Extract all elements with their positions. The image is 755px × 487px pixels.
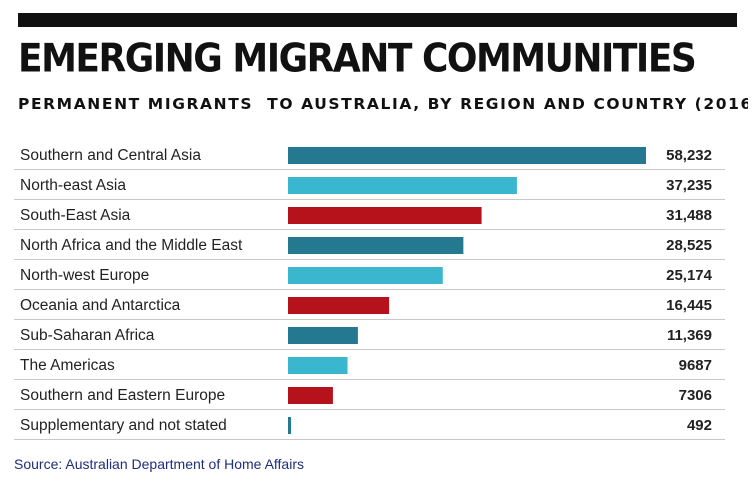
bar	[288, 177, 517, 194]
value-label: 11,369	[667, 327, 712, 344]
category-label: Oceania and Antarctica	[20, 297, 181, 314]
bar	[288, 147, 646, 164]
top-rule-bar	[18, 13, 737, 27]
category-label: North Africa and the Middle East	[20, 237, 243, 254]
chart-subtitle: PERMANENT MIGRANTS TO AUSTRALIA, BY REGI…	[18, 95, 748, 113]
bar	[288, 237, 464, 254]
bar-chart: Southern and Central Asia 58,232 North-eas…	[14, 147, 725, 440]
bar	[288, 327, 358, 344]
bar	[288, 207, 482, 224]
value-label: 28,525	[666, 237, 712, 254]
value-label: 492	[687, 417, 712, 434]
category-label: The Americas	[20, 357, 115, 374]
value-label: 25,174	[666, 267, 713, 284]
chart-title: EMERGING MIGRANT COMMUNITIES	[18, 36, 697, 82]
value-label: 37,235	[666, 177, 712, 194]
category-label: Southern and Central Asia	[20, 147, 201, 164]
category-label: South-East Asia	[20, 207, 131, 224]
bar	[288, 297, 390, 314]
value-label: 16,445	[666, 297, 712, 314]
category-label: Sub-Saharan Africa	[20, 327, 155, 344]
bar	[288, 387, 333, 404]
bar	[288, 417, 292, 434]
source-note: Source: Australian Department of Home Af…	[14, 456, 304, 472]
category-label: Southern and Eastern Europe	[20, 387, 225, 404]
value-label: 7306	[679, 387, 712, 404]
value-label: 9687	[679, 357, 712, 374]
category-label: Supplementary and not stated	[20, 417, 227, 434]
value-label: 58,232	[666, 147, 712, 164]
value-label: 31,488	[666, 207, 712, 224]
bar	[288, 267, 443, 284]
bar	[288, 357, 348, 374]
category-label: North-east Asia	[20, 177, 126, 194]
category-label: North-west Europe	[20, 267, 149, 284]
